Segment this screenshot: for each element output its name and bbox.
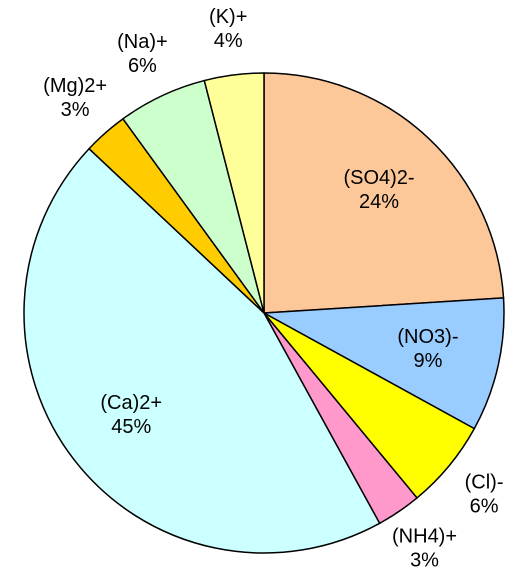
pie-slice <box>203 72 265 314</box>
slice-label: (Ca)2+ <box>100 392 162 414</box>
pie-slice <box>23 147 381 554</box>
slice-label: (Mg)2+ <box>43 75 107 97</box>
slice-value-label: 6% <box>470 495 499 517</box>
slice-value-label: 24% <box>359 191 399 213</box>
slice-value-label: 4% <box>214 30 243 52</box>
slice-label: (NH4)+ <box>392 525 457 547</box>
pie-slice <box>261 297 505 430</box>
slice-label: (SO4)2- <box>343 167 414 189</box>
slice-label: (K)+ <box>209 6 247 28</box>
slice-value-label: 6% <box>128 55 157 77</box>
pie-slice <box>263 72 505 314</box>
slice-value-label: 3% <box>61 99 90 121</box>
slice-value-label: 9% <box>414 350 443 372</box>
slice-label: (NO3)- <box>397 326 458 348</box>
slice-value-label: 3% <box>410 549 439 571</box>
slice-label: (Na)+ <box>117 31 168 53</box>
slice-label: (Cl)- <box>465 471 504 493</box>
slice-value-label: 45% <box>111 416 151 438</box>
